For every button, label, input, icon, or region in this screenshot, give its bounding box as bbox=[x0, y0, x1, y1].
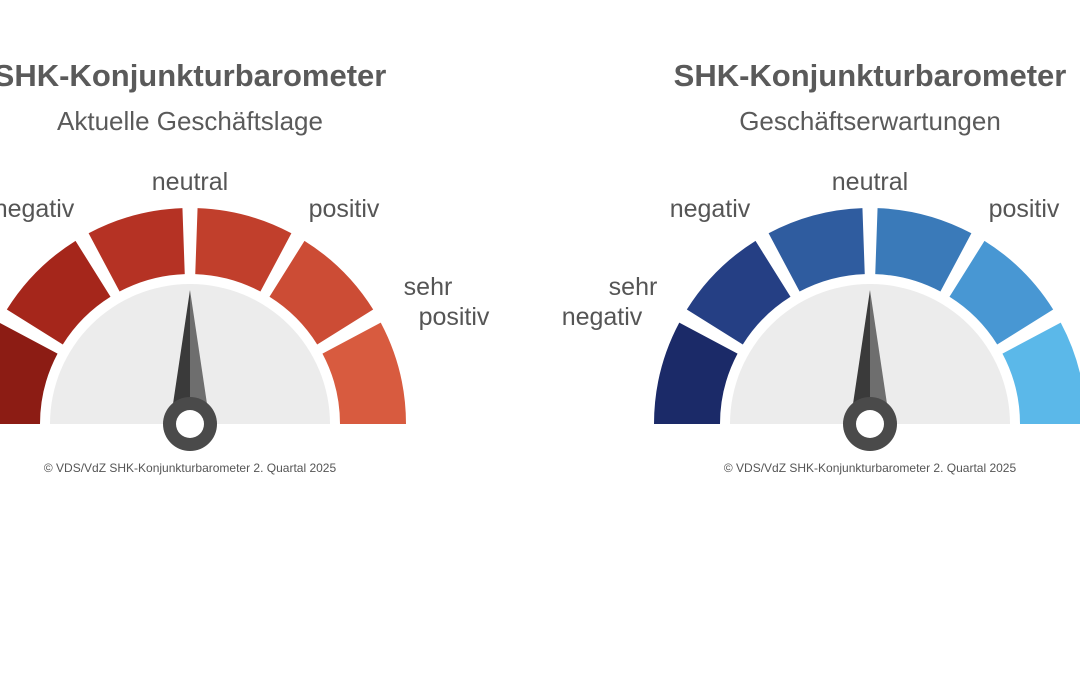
gauge-segment bbox=[1002, 322, 1080, 424]
gauge bbox=[654, 208, 1080, 451]
gauge-segment bbox=[195, 208, 292, 292]
gauge-label: positiv bbox=[989, 195, 1060, 223]
gauge-segment bbox=[686, 240, 791, 345]
needle-light bbox=[190, 290, 210, 424]
gauge-label: negativ bbox=[562, 303, 643, 331]
gauge-segment bbox=[768, 208, 865, 292]
needle-hole bbox=[176, 410, 204, 438]
gauge-segment bbox=[875, 208, 972, 292]
subtitle: Geschäftserwartungen bbox=[739, 106, 1001, 136]
gauge-segment bbox=[6, 240, 111, 345]
gauge-label: positiv bbox=[419, 303, 490, 331]
needle-dark bbox=[850, 290, 870, 424]
title: SHK-Konjunkturbarometer bbox=[674, 58, 1067, 93]
gauge-label: negativ bbox=[670, 195, 751, 223]
needle-hole bbox=[856, 410, 884, 438]
gauge-segment bbox=[269, 240, 374, 345]
needle-light bbox=[870, 290, 890, 424]
gauge bbox=[0, 208, 406, 451]
gauge-label: sehr bbox=[609, 273, 658, 301]
gauge-segment bbox=[0, 322, 58, 424]
gauge-label: neutral bbox=[832, 168, 908, 196]
gauge-label: negativ bbox=[0, 195, 75, 223]
source: © VDS/VdZ SHK-Konjunkturbarometer 2. Qua… bbox=[724, 461, 1017, 475]
source: © VDS/VdZ SHK-Konjunkturbarometer 2. Qua… bbox=[44, 461, 337, 475]
title: SHK-Konjunkturbarometer bbox=[0, 58, 386, 93]
needle-dark bbox=[170, 290, 190, 424]
gauge-label: sehr bbox=[404, 273, 453, 301]
gauge-label: positiv bbox=[309, 195, 380, 223]
subtitle: Aktuelle Geschäftslage bbox=[57, 106, 323, 136]
gauge-segment bbox=[949, 240, 1054, 345]
gauge-segment bbox=[654, 322, 738, 424]
gauge-segment bbox=[88, 208, 185, 292]
gauge-segment bbox=[322, 322, 406, 424]
gauge-label: neutral bbox=[152, 168, 228, 196]
